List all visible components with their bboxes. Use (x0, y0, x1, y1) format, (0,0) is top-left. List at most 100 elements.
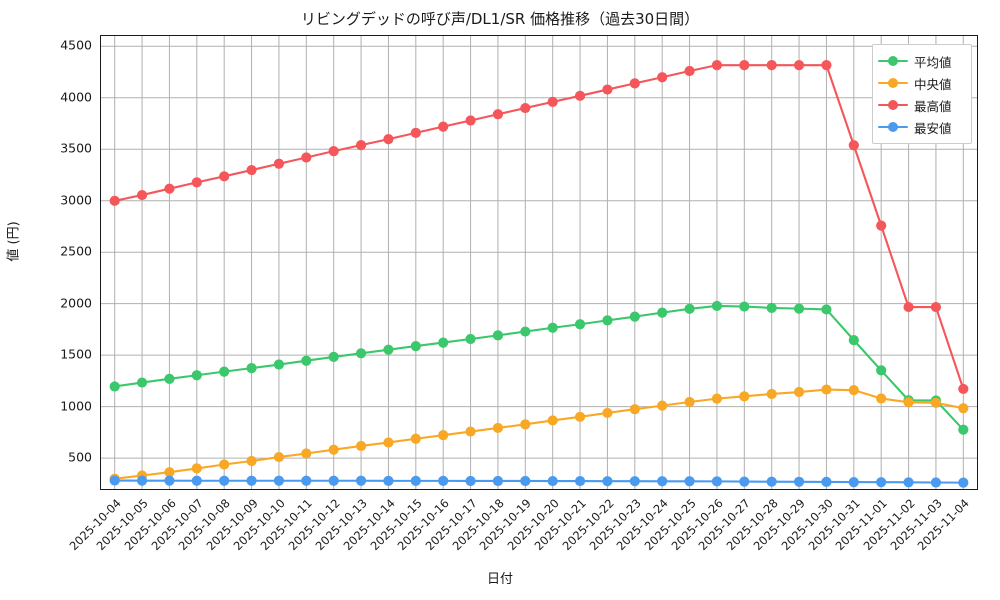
data-point-marker (739, 301, 750, 312)
data-point-marker (958, 403, 969, 414)
data-point-marker (684, 476, 695, 487)
legend-item[interactable]: 最高値 (878, 94, 965, 116)
data-point-marker (520, 102, 531, 114)
data-point-marker (711, 476, 723, 487)
data-point-marker (273, 359, 285, 370)
x-axis-tick-labels: 2025-10-04 2025-10-05 2025-10-06 2025-10-07… (66, 490, 978, 570)
data-point-marker (602, 315, 613, 326)
data-point-marker (136, 475, 148, 486)
data-point-marker (629, 476, 640, 487)
data-point-marker (465, 475, 476, 487)
data-point-marker (903, 301, 914, 313)
data-point-marker (164, 373, 175, 384)
y-tick-label: 2500 (60, 243, 92, 259)
data-point-marker (739, 476, 750, 487)
legend-item[interactable]: 中央値 (878, 72, 965, 94)
data-point-marker (657, 400, 668, 411)
data-point-marker (273, 158, 285, 169)
legend-item[interactable]: 平均値 (878, 50, 965, 72)
data-point-marker (465, 333, 476, 345)
legend-item[interactable]: 最安値 (878, 116, 965, 138)
data-point-marker (492, 422, 504, 434)
data-point-marker (876, 393, 887, 404)
data-point-marker (219, 459, 230, 470)
data-point-marker (876, 220, 887, 231)
legend-marker-icon (878, 76, 908, 90)
data-point-marker (191, 370, 202, 381)
data-point-marker (547, 322, 558, 333)
data-point-marker (410, 341, 421, 352)
data-point-marker (273, 451, 285, 463)
data-point-marker (383, 134, 394, 145)
data-point-marker (739, 391, 750, 402)
data-point-marker (410, 475, 421, 486)
legend-marker-icon (878, 54, 908, 68)
data-point-marker (355, 440, 367, 452)
data-point-marker (711, 60, 723, 71)
data-point-marker (958, 424, 969, 435)
data-point-marker (547, 96, 558, 107)
data-point-marker (136, 189, 148, 201)
chart-title: リビングデッドの呼び声/DL1/SR 価格推移（過去30日間） (300, 10, 700, 28)
data-point-marker (574, 319, 586, 330)
data-point-marker (328, 146, 339, 157)
data-point-marker (109, 475, 120, 486)
data-point-marker (164, 183, 175, 194)
y-tick-label: 1500 (60, 346, 92, 362)
x-axis-label: 日付 (486, 572, 513, 587)
legend-label: 中央値 (914, 76, 952, 92)
data-point-marker (848, 385, 859, 396)
legend-marker-icon (878, 98, 908, 112)
series-line (113, 388, 965, 480)
data-point-marker (766, 476, 777, 487)
data-point-marker (876, 477, 887, 488)
y-tick-label: 4500 (60, 37, 92, 53)
data-point-marker (246, 363, 257, 374)
data-point-marker (492, 475, 504, 487)
data-point-marker (684, 65, 695, 77)
data-point-marker (602, 407, 613, 419)
y-tick-label: 4000 (60, 89, 92, 105)
data-point-marker (684, 396, 695, 408)
data-point-marker (520, 419, 531, 430)
data-point-marker (219, 366, 230, 377)
data-point-marker (438, 337, 449, 348)
legend-marker-icon (878, 120, 908, 134)
data-point-marker (766, 388, 777, 400)
data-point-marker (328, 444, 339, 455)
data-point-marker (602, 476, 613, 487)
data-point-marker (848, 140, 859, 151)
data-point-marker (793, 60, 805, 71)
data-point-marker (547, 475, 558, 487)
data-point-marker (793, 476, 805, 487)
data-point-marker (903, 477, 914, 488)
y-tick-label: 500 (68, 449, 92, 465)
data-point-marker (520, 475, 531, 487)
data-point-marker (574, 475, 586, 487)
data-point-marker (438, 475, 449, 486)
data-point-marker (657, 307, 668, 318)
data-point-marker (766, 60, 777, 71)
data-point-marker (848, 477, 859, 488)
data-point-marker (383, 437, 394, 448)
data-point-marker (438, 121, 449, 132)
data-point-marker (383, 344, 394, 355)
data-point-marker (793, 303, 805, 314)
y-tick-label: 3500 (60, 140, 92, 156)
data-point-marker (109, 381, 120, 392)
data-point-marker (355, 475, 367, 486)
data-point-marker (629, 404, 640, 415)
data-point-marker (492, 109, 504, 120)
legend-label: 最安値 (914, 120, 952, 136)
data-point-marker (355, 348, 367, 359)
series-line (113, 304, 965, 431)
data-point-marker (657, 476, 668, 487)
data-point-marker (821, 476, 832, 487)
data-point-marker (684, 303, 695, 314)
data-point-marker (492, 330, 504, 341)
data-point-marker (164, 467, 175, 478)
data-point-marker (657, 72, 668, 83)
data-point-marker (574, 90, 586, 101)
plot-area (100, 35, 978, 490)
